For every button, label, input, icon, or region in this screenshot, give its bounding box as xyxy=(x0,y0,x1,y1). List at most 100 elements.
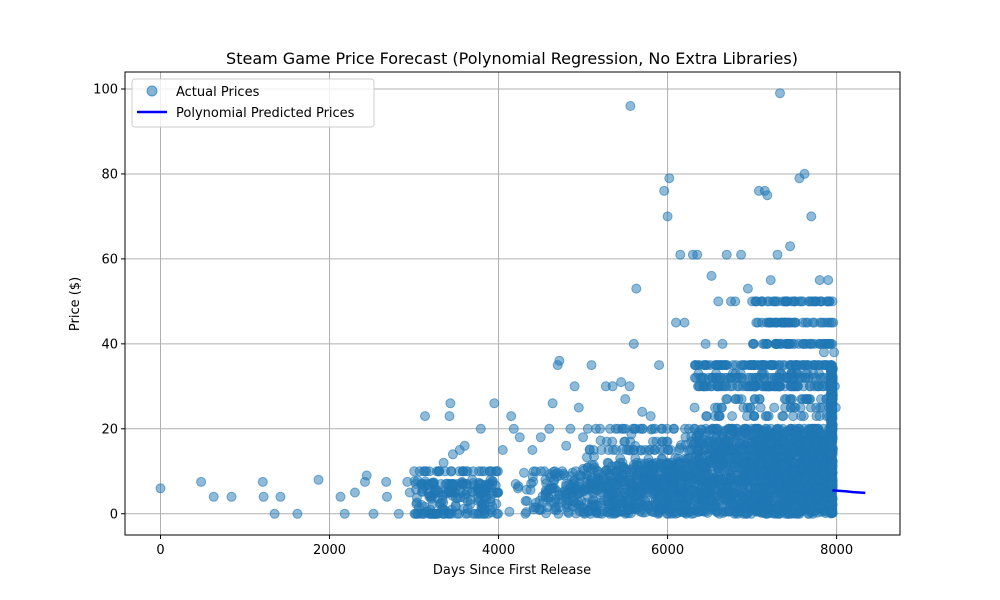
scatter-point xyxy=(777,489,788,500)
scatter-point xyxy=(537,491,548,502)
scatter-point xyxy=(704,425,715,436)
scatter-point xyxy=(734,438,745,448)
scatter-point xyxy=(755,402,766,413)
y-tick-label: 100 xyxy=(93,82,118,97)
scatter-point xyxy=(829,381,840,392)
scatter-point xyxy=(617,444,628,455)
scatter-point xyxy=(393,508,404,519)
scatter-point xyxy=(504,506,515,517)
scatter-point xyxy=(479,504,490,515)
scatter-point xyxy=(695,372,706,383)
scatter-point xyxy=(742,283,753,294)
scatter-point xyxy=(736,249,747,260)
scatter-point xyxy=(643,500,654,511)
scatter-point xyxy=(756,466,767,477)
scatter-point xyxy=(700,338,711,349)
scatter-point xyxy=(736,372,747,383)
scatter-point xyxy=(485,497,496,508)
scatter-point xyxy=(789,402,800,413)
scatter-point xyxy=(361,470,372,481)
scatter-point xyxy=(664,173,675,184)
x-tick-label: 8000 xyxy=(820,543,853,558)
scatter-point xyxy=(830,402,841,413)
scatter-point xyxy=(775,381,786,392)
scatter-point xyxy=(656,490,667,501)
scatter-point xyxy=(828,317,839,328)
scatter-point xyxy=(753,317,764,328)
scatter-point xyxy=(563,488,574,499)
scatter-point xyxy=(748,381,759,392)
scatter-point xyxy=(578,432,589,443)
scatter-point xyxy=(762,411,772,422)
scatter-point xyxy=(582,423,593,434)
scatter-point xyxy=(704,456,715,467)
scatter-point xyxy=(476,487,487,498)
scatter-point xyxy=(335,491,346,502)
scatter-point xyxy=(719,465,730,476)
scatter-point xyxy=(750,503,761,514)
scatter-point xyxy=(744,360,755,371)
scatter-point xyxy=(762,190,773,201)
scatter-point xyxy=(530,466,541,477)
scatter-point xyxy=(741,424,752,435)
scatter-point xyxy=(746,470,757,481)
scatter-point xyxy=(196,476,207,487)
scatter-point xyxy=(747,296,758,307)
scatter-point xyxy=(520,496,531,506)
scatter-point xyxy=(689,402,700,413)
scatter-point xyxy=(713,296,724,307)
scatter-point xyxy=(569,381,580,392)
scatter-point xyxy=(807,317,818,328)
scatter-point xyxy=(701,411,712,422)
scatter-point xyxy=(818,347,829,358)
scatter-point xyxy=(632,499,643,509)
scatter-point xyxy=(292,508,303,519)
scatter-point xyxy=(741,507,752,518)
scatter-point xyxy=(721,435,732,446)
scatter-point xyxy=(519,467,529,478)
legend-box xyxy=(131,78,375,128)
scatter-point xyxy=(759,372,770,383)
scatter-point xyxy=(426,478,437,488)
chart-title: Steam Game Price Forecast (Polynomial Re… xyxy=(226,49,798,68)
legend-scatter-marker xyxy=(146,85,158,97)
scatter-point xyxy=(675,249,686,260)
scatter-point xyxy=(704,471,715,482)
scatter-point xyxy=(631,283,642,294)
scatter-point xyxy=(612,507,623,518)
scatter-point xyxy=(547,398,558,409)
scatter-point xyxy=(561,440,572,451)
scatter-point xyxy=(720,493,731,504)
scatter-point xyxy=(721,249,732,260)
scatter-point xyxy=(226,491,237,502)
scatter-point xyxy=(640,481,651,492)
scatter-point xyxy=(527,445,538,455)
scatter-point xyxy=(778,461,789,472)
scatter-point xyxy=(827,421,838,432)
scatter-point xyxy=(579,486,589,497)
scatter-point xyxy=(628,445,639,455)
scatter-point xyxy=(602,457,613,468)
scatter-point xyxy=(728,497,738,508)
scatter-point xyxy=(349,487,360,498)
scatter-point xyxy=(763,317,774,328)
scatter-point xyxy=(730,453,741,464)
scatter-point xyxy=(706,270,717,281)
x-tick-label: 0 xyxy=(156,543,164,558)
scatter-point xyxy=(637,423,648,434)
scatter-point xyxy=(758,338,768,349)
scatter-point xyxy=(535,432,546,443)
scatter-point xyxy=(622,504,633,515)
scatter-point xyxy=(662,423,672,434)
scatter-point xyxy=(460,489,471,500)
scatter-point xyxy=(753,483,764,494)
scatter-point xyxy=(823,275,834,286)
y-tick-label: 40 xyxy=(101,337,118,352)
scatter-point xyxy=(794,296,805,307)
scatter-point xyxy=(769,402,780,413)
scatter-point xyxy=(785,241,796,252)
scatter-point xyxy=(604,499,615,510)
scatter-point xyxy=(634,466,645,477)
scatter-point xyxy=(649,423,660,434)
scatter-point xyxy=(629,423,640,434)
